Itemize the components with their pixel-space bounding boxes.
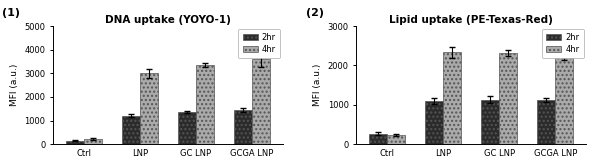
Bar (443, 52, 461, 144)
Bar (196, 65, 213, 144)
Bar (387, 135, 405, 144)
Text: (1): (1) (2, 8, 20, 18)
Bar (482, 100, 499, 144)
Bar (122, 116, 140, 144)
Bar (140, 73, 158, 144)
Legend: 2hr, 4hr: 2hr, 4hr (542, 29, 584, 58)
Y-axis label: MFI (a.u.): MFI (a.u.) (9, 64, 18, 106)
Bar (84, 139, 101, 144)
Bar (555, 53, 573, 144)
Title: DNA uptake (YOYO-1): DNA uptake (YOYO-1) (105, 15, 231, 25)
Bar (178, 112, 196, 144)
Bar (425, 101, 443, 144)
Bar (252, 59, 270, 144)
Legend: 2hr, 4hr: 2hr, 4hr (238, 29, 280, 58)
Bar (66, 141, 84, 144)
Bar (537, 100, 555, 144)
Bar (369, 133, 387, 144)
Y-axis label: MFI (a.u.): MFI (a.u.) (313, 64, 322, 106)
Title: Lipid uptake (PE-Texas-Red): Lipid uptake (PE-Texas-Red) (389, 15, 553, 25)
Bar (234, 110, 252, 144)
Bar (499, 53, 517, 144)
Text: (2): (2) (306, 8, 324, 18)
